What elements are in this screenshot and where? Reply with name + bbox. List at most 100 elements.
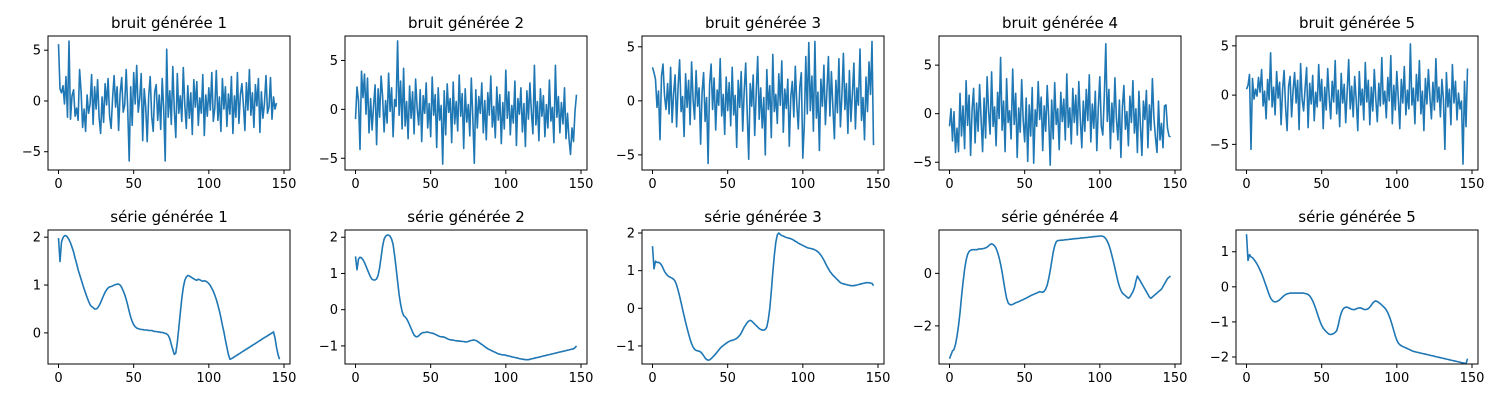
x-tick-label: 0 bbox=[351, 177, 359, 192]
series-line bbox=[1245, 234, 1469, 365]
axes-frame bbox=[1235, 229, 1479, 365]
subplot-7: série générée 2 0 50 100 150 −1 0 1 2 bbox=[319, 208, 594, 386]
subplot-title: série générée 3 bbox=[704, 208, 821, 226]
x-tick-label: 100 bbox=[1087, 371, 1112, 386]
y-tick-label: 1 bbox=[1221, 245, 1229, 260]
axes-frame bbox=[938, 229, 1182, 365]
x-tick-label: 150 bbox=[569, 177, 594, 192]
x-tick-label: 150 bbox=[866, 177, 891, 192]
subplot-title: série générée 1 bbox=[110, 208, 227, 226]
subplot-title: série générée 4 bbox=[1001, 208, 1118, 226]
subplot-title: série générée 2 bbox=[407, 208, 524, 226]
y-tick-label: 0 bbox=[627, 302, 635, 317]
y-tick-label: 2 bbox=[330, 231, 338, 246]
x-tick-label: 0 bbox=[945, 371, 953, 386]
axes-frame bbox=[344, 229, 588, 365]
series-line bbox=[57, 40, 278, 162]
x-tick-label: 50 bbox=[1313, 371, 1330, 386]
x-tick-label: 100 bbox=[196, 177, 221, 192]
axes-frame bbox=[938, 35, 1182, 171]
y-tick-label: 2 bbox=[33, 231, 41, 246]
subplot-4: bruit générée 4 0 50 100 150 −5 0 5 bbox=[913, 14, 1188, 192]
x-tick-label: 150 bbox=[1163, 177, 1188, 192]
subplot-title: bruit générée 5 bbox=[1299, 14, 1415, 32]
y-tick-label: 0 bbox=[627, 94, 635, 109]
y-tick-label: 0 bbox=[924, 107, 932, 122]
x-tick-label: 50 bbox=[422, 371, 439, 386]
y-tick-label: −1 bbox=[319, 339, 338, 354]
subplot-title: bruit générée 3 bbox=[705, 14, 821, 32]
x-tick-label: 150 bbox=[272, 177, 297, 192]
x-tick-label: 100 bbox=[790, 371, 815, 386]
y-tick-label: −2 bbox=[913, 319, 932, 334]
y-tick-label: 0 bbox=[33, 94, 41, 109]
x-tick-label: 0 bbox=[1242, 371, 1250, 386]
x-tick-label: 150 bbox=[1460, 177, 1485, 192]
x-tick-label: 100 bbox=[790, 177, 815, 192]
y-tick-label: −1 bbox=[616, 339, 635, 354]
y-tick-label: −5 bbox=[913, 156, 932, 171]
x-tick-label: 50 bbox=[1016, 371, 1033, 386]
x-tick-label: 0 bbox=[945, 177, 953, 192]
y-tick-label: −5 bbox=[616, 148, 635, 163]
axes-frame bbox=[344, 35, 588, 171]
axes-frame bbox=[47, 35, 291, 171]
subplot-1: bruit générée 1 0 50 100 150 −5 0 5 bbox=[22, 14, 297, 192]
subplot-3: bruit générée 3 0 50 100 150 −5 0 5 bbox=[616, 14, 891, 192]
x-tick-label: 0 bbox=[54, 371, 62, 386]
axes-frame bbox=[641, 229, 885, 365]
x-tick-label: 150 bbox=[1163, 371, 1188, 386]
x-tick-label: 100 bbox=[1384, 177, 1409, 192]
x-tick-label: 50 bbox=[1313, 177, 1330, 192]
y-tick-label: 0 bbox=[1221, 280, 1229, 295]
x-tick-label: 0 bbox=[54, 177, 62, 192]
series-line bbox=[354, 234, 578, 361]
x-tick-label: 0 bbox=[1242, 177, 1250, 192]
subplot-title: bruit générée 1 bbox=[111, 14, 227, 32]
x-tick-label: 0 bbox=[351, 371, 359, 386]
x-tick-label: 50 bbox=[719, 371, 736, 386]
axes-frame bbox=[641, 35, 885, 171]
subplot-title: bruit générée 2 bbox=[408, 14, 524, 32]
subplot-5: bruit générée 5 0 50 100 150 −5 0 5 bbox=[1210, 14, 1485, 192]
y-tick-label: 1 bbox=[627, 264, 635, 279]
y-tick-label: 0 bbox=[924, 267, 932, 282]
x-tick-label: 150 bbox=[272, 371, 297, 386]
series-line bbox=[354, 40, 578, 165]
y-tick-label: 5 bbox=[627, 40, 635, 55]
y-tick-label: 0 bbox=[330, 103, 338, 118]
x-tick-label: 50 bbox=[719, 177, 736, 192]
x-tick-label: 0 bbox=[648, 177, 656, 192]
x-tick-label: 50 bbox=[422, 177, 439, 192]
y-tick-label: −2 bbox=[1210, 350, 1229, 365]
x-tick-label: 50 bbox=[125, 177, 142, 192]
x-tick-label: 50 bbox=[125, 371, 142, 386]
x-tick-label: 100 bbox=[1384, 371, 1409, 386]
series-line bbox=[948, 43, 1171, 166]
x-tick-label: 100 bbox=[493, 177, 518, 192]
series-line bbox=[651, 40, 875, 165]
x-tick-label: 100 bbox=[1087, 177, 1112, 192]
subplot-6: série générée 1 0 50 100 150 0 1 2 bbox=[33, 208, 297, 386]
subplot-title: série générée 5 bbox=[1298, 208, 1415, 226]
y-tick-label: 0 bbox=[330, 303, 338, 318]
y-tick-label: −1 bbox=[1210, 315, 1229, 330]
subplot-8: série générée 3 0 50 100 150 −1 0 1 2 bbox=[616, 208, 891, 386]
axes-frame bbox=[1235, 35, 1479, 171]
y-tick-label: 0 bbox=[1221, 89, 1229, 104]
subplot-2: bruit générée 2 0 50 100 150 −5 0 5 bbox=[319, 14, 594, 192]
y-tick-label: −5 bbox=[319, 152, 338, 167]
x-tick-label: 150 bbox=[866, 371, 891, 386]
y-tick-label: 5 bbox=[33, 44, 41, 59]
x-tick-label: 50 bbox=[1016, 177, 1033, 192]
subplot-9: série générée 4 0 50 100 150 −2 0 bbox=[913, 208, 1188, 386]
y-tick-label: 2 bbox=[627, 227, 635, 242]
y-tick-label: 1 bbox=[33, 279, 41, 294]
y-tick-label: 5 bbox=[1221, 39, 1229, 54]
y-tick-label: 1 bbox=[330, 267, 338, 282]
y-tick-label: 0 bbox=[33, 326, 41, 341]
subplot-title: bruit générée 4 bbox=[1002, 14, 1118, 32]
x-tick-label: 100 bbox=[493, 371, 518, 386]
series-line bbox=[948, 235, 1172, 359]
